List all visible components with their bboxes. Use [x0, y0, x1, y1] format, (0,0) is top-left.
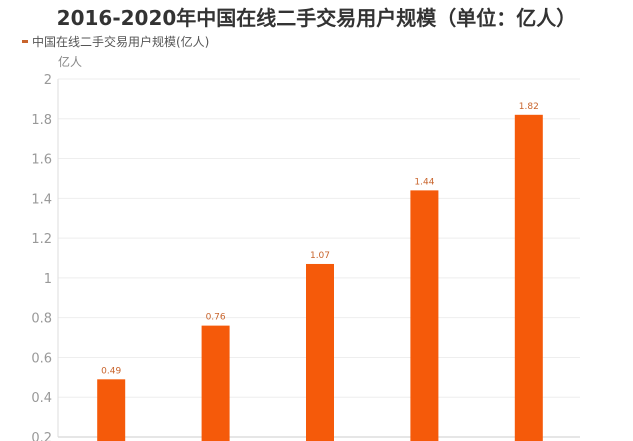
legend-swatch	[22, 40, 28, 43]
y-tick-label: 0.2	[31, 431, 52, 441]
y-tick-label: 1.8	[31, 113, 52, 128]
y-tick-label: 0.6	[31, 351, 52, 366]
data-label: 1.07	[310, 251, 330, 261]
y-tick-label: 1	[44, 272, 52, 287]
bar	[97, 379, 126, 441]
bar	[410, 190, 439, 441]
bar	[306, 263, 334, 441]
data-label: 1.82	[519, 102, 539, 112]
y-tick-label: 1.6	[31, 153, 52, 168]
bar	[514, 114, 543, 441]
y-tick-label: 1.4	[31, 192, 52, 207]
y-tick-label: 0.8	[31, 312, 52, 327]
chart-title: 2016-2020年中国在线二手交易用户规模（单位：亿人）	[56, 6, 577, 30]
bar	[201, 325, 230, 441]
y-tick-label: 2	[44, 73, 52, 88]
y-tick-label: 0.4	[31, 391, 52, 406]
data-label: 0.49	[101, 366, 121, 376]
y-axis-label: 亿人	[58, 55, 83, 69]
y-tick-label: 1.2	[31, 232, 52, 247]
legend[interactable]: 中国在线二手交易用户规模(亿人)	[22, 33, 209, 50]
data-label: 0.76	[206, 313, 226, 323]
data-label: 1.44	[414, 177, 434, 187]
legend-label: 中国在线二手交易用户规模(亿人)	[32, 35, 210, 49]
